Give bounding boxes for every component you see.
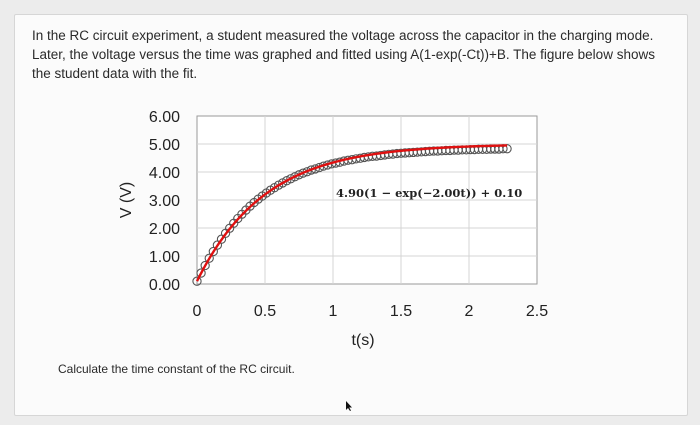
prompt-text: Calculate the time constant of the RC ci… — [58, 362, 295, 376]
mouse-pointer-icon — [346, 401, 352, 411]
question-text: In the RC circuit experiment, a student … — [32, 26, 662, 83]
question-paragraph: In the RC circuit experiment, a student … — [32, 28, 655, 81]
